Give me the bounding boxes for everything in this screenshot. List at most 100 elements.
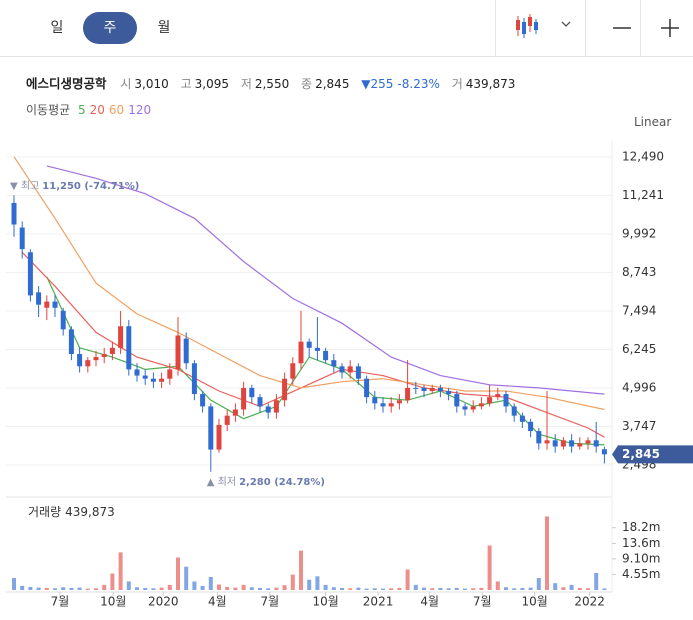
candle-body <box>421 387 427 391</box>
candle-body <box>462 406 468 410</box>
volume-label: 거래량 439,873 <box>28 505 115 519</box>
candle-body <box>167 369 173 379</box>
candle-body <box>355 366 361 379</box>
chart-type-button[interactable] <box>510 12 585 42</box>
label: 거 <box>451 77 463 91</box>
annotation: ▲ 최저 2,280 (24.78%) <box>207 476 325 488</box>
candle-body <box>470 406 476 410</box>
volume-bar <box>167 584 172 590</box>
annotation-value: 2,280 (24.78%) <box>239 477 325 488</box>
label: 시 <box>120 77 132 91</box>
ma-line <box>46 276 605 446</box>
volume-bar <box>331 587 336 590</box>
candle-body <box>396 400 402 404</box>
annotation: ▼ 최고 11,250 (-74.71%) <box>10 180 139 192</box>
candle-body <box>101 353 107 358</box>
volume-bar <box>135 587 139 590</box>
candle-body <box>544 440 550 444</box>
y2-tick-label: 13.6m <box>622 536 660 550</box>
volume-bar <box>389 588 394 590</box>
x-tick-label: 4월 <box>208 595 227 609</box>
volume-bar <box>126 581 131 590</box>
volume-bar <box>307 579 312 590</box>
change-pct: -8.23% <box>397 77 440 91</box>
label: 종 <box>301 77 313 91</box>
volume-bar <box>12 578 16 590</box>
volume-bar <box>249 587 254 590</box>
y-tick-label: 6,245 <box>622 342 656 356</box>
candle-body <box>405 387 411 401</box>
candle-body <box>273 400 279 413</box>
label: 고 <box>180 77 192 91</box>
scale-button[interactable]: Linear <box>634 115 672 129</box>
volume-bar <box>323 584 328 590</box>
label: 저 <box>240 77 252 91</box>
volume-bar <box>569 584 574 590</box>
candle-body <box>52 301 58 308</box>
volume-bar <box>454 587 459 590</box>
volume-bar <box>364 588 369 590</box>
volume-bar <box>258 587 262 590</box>
zoom-in-button[interactable] <box>658 16 682 40</box>
volume-bar <box>118 552 123 590</box>
candle-body <box>552 440 558 447</box>
candle-body <box>314 347 320 351</box>
candle-body <box>372 397 378 404</box>
volume-bar <box>594 572 599 590</box>
ma-legend-label: 이동평균 <box>26 103 71 117</box>
candle-body <box>290 363 296 379</box>
volume-bar <box>110 573 115 590</box>
candle-body <box>109 347 115 354</box>
y2-tick-label: 18.2m <box>622 520 660 534</box>
candle-body <box>298 341 304 364</box>
volume-bar <box>208 576 213 590</box>
candle-body <box>446 390 452 395</box>
volume-bar <box>520 587 525 590</box>
annotation-label: ▼ 최고 <box>10 180 39 192</box>
volume-bar <box>602 588 607 590</box>
volume-bar <box>69 587 74 590</box>
volume-bar <box>102 584 107 590</box>
volume-bar <box>471 588 476 590</box>
change: ▼255 <box>361 77 394 91</box>
volume-bar <box>200 585 205 590</box>
x-tick-label: 10월 <box>312 595 338 609</box>
ma-legend: 이동평균 5 20 60 120 <box>26 101 155 118</box>
volume-bar <box>28 586 33 590</box>
volume-bar <box>94 588 98 590</box>
zoom-out-button[interactable] <box>610 16 634 40</box>
candle-body <box>511 406 517 416</box>
volume-bar <box>495 581 500 590</box>
volume-bar <box>372 588 377 590</box>
ma-line <box>13 156 605 411</box>
volume-bar <box>282 585 287 590</box>
volume-bar <box>266 588 271 590</box>
candle-body <box>27 252 33 296</box>
candle-body <box>126 326 132 370</box>
price-tag-label: 2,845 <box>622 447 660 461</box>
separator <box>495 0 496 56</box>
candle-body <box>241 387 247 410</box>
candle-body <box>44 301 50 308</box>
tab-month[interactable]: 월 <box>157 20 171 36</box>
volume-bar <box>536 578 541 590</box>
tab-week[interactable]: 주 <box>83 12 137 44</box>
volume-bar <box>20 585 25 590</box>
candle-body <box>85 360 91 367</box>
volume-bar <box>463 588 467 590</box>
candle-body <box>323 350 329 361</box>
ma-line <box>46 165 605 395</box>
candle-body <box>265 406 271 413</box>
y-tick-label: 9,992 <box>622 227 656 241</box>
legend-entry: 5 <box>78 103 86 117</box>
y-tick-label: 12,490 <box>622 149 664 163</box>
annotation-label: ▲ 최저 <box>207 476 236 488</box>
candle-body <box>478 403 484 407</box>
tab-day[interactable]: 일 <box>50 20 64 36</box>
volume-bar <box>430 588 435 590</box>
candle-body <box>331 360 337 367</box>
candle-body <box>380 403 386 407</box>
candle-body <box>487 397 493 404</box>
volume-bar <box>184 566 189 590</box>
volume-bar <box>315 576 320 590</box>
